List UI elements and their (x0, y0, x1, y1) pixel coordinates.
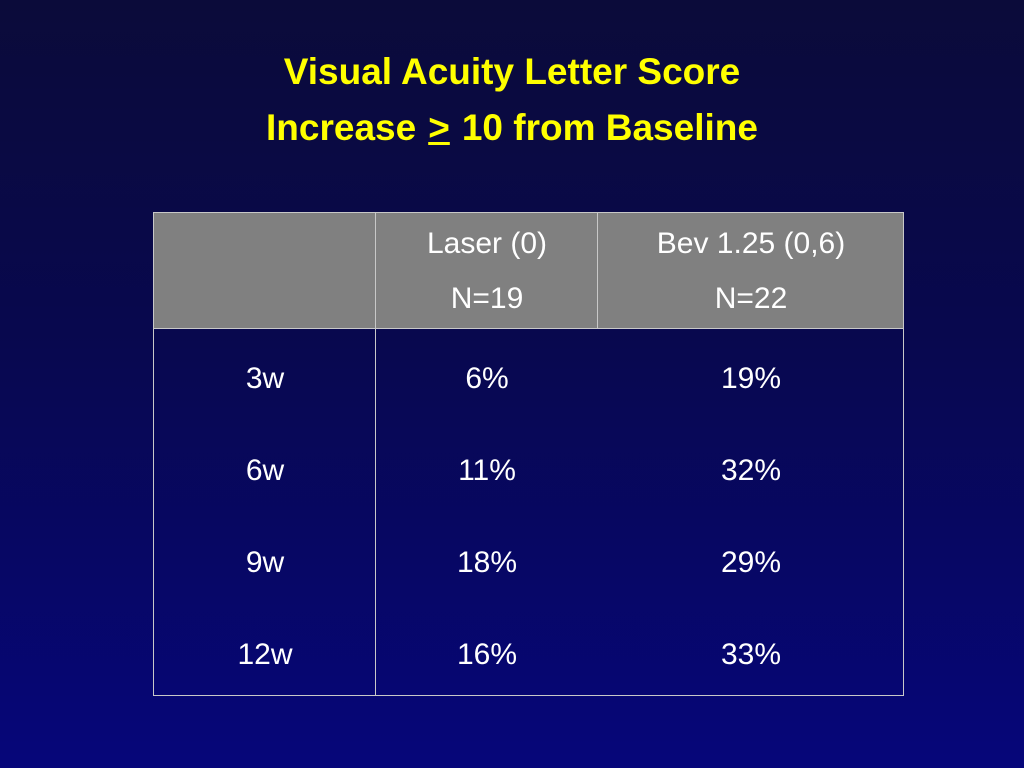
table: Laser (0) N=19 Bev 1.25 (0,6) N=22 3w 6% 19% 6w… (153, 212, 904, 696)
table-cell: 16% (456, 638, 518, 671)
row-label: 3w (245, 362, 285, 395)
title-symbol: > (428, 107, 450, 148)
table-cell: 19% (720, 362, 782, 395)
title-line: Increase >10 from Baseline (0, 106, 1024, 150)
header-cell: N=19 (450, 282, 524, 315)
table-cell: 18% (456, 546, 518, 579)
row-label: 9w (245, 546, 285, 579)
row-label: 6w (245, 454, 285, 487)
column-divider (375, 213, 376, 695)
table-cell: 33% (720, 638, 782, 671)
header-cell: Bev 1.25 (0,6) (656, 227, 846, 260)
row-label: 12w (237, 638, 293, 671)
table-cell: 32% (720, 454, 782, 487)
title-text: Increase (266, 107, 417, 148)
title-text: 10 from Baseline (461, 107, 758, 148)
table-cell: 11% (458, 454, 516, 487)
header-cell: Laser (0) (426, 227, 548, 260)
table-cell: 6% (465, 362, 509, 395)
column-divider (597, 213, 598, 328)
header-cell: N=22 (714, 282, 788, 315)
table-header (154, 213, 903, 329)
table-cell: 29% (720, 546, 782, 579)
title-line: Visual Acuity Letter Score (283, 51, 741, 92)
